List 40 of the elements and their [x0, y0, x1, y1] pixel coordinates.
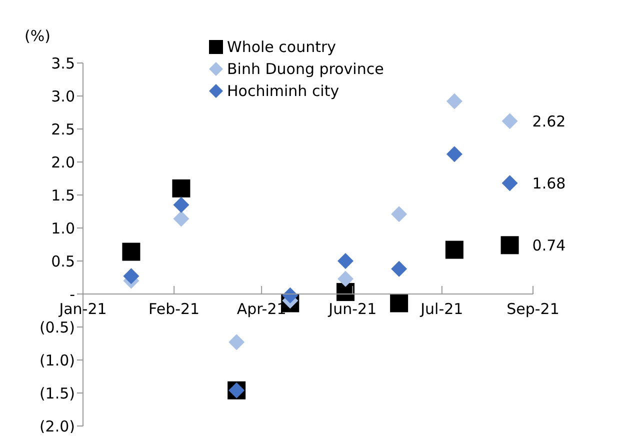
- x-tick-label: Feb-21: [148, 300, 200, 318]
- point: [338, 253, 354, 269]
- point: [500, 236, 519, 254]
- point: [122, 242, 140, 261]
- x-tick-label: Sep-21: [506, 300, 560, 318]
- y-tick-label: (1.0): [39, 351, 75, 370]
- point: [338, 270, 354, 287]
- x-tick-label: Jun-21: [328, 300, 377, 318]
- data-label: 0.74: [532, 236, 566, 254]
- legend-label: Whole country: [227, 38, 336, 56]
- point: [228, 334, 245, 350]
- y-tick-label: (2.0): [39, 417, 75, 436]
- point: [172, 179, 190, 198]
- legend-label: Binh Duong province: [227, 60, 384, 78]
- x-tick-label: Jul-21: [420, 300, 464, 318]
- data-label: 1.68: [532, 174, 566, 192]
- y-tick-label: 2.0: [51, 153, 75, 172]
- y-tick-label: 0.5: [51, 252, 75, 270]
- data-label: 2.62: [532, 112, 566, 130]
- point: [445, 240, 464, 259]
- legend-label: Hochiminh city: [227, 82, 340, 100]
- point: [502, 113, 518, 130]
- point: [173, 196, 190, 213]
- point: [391, 260, 408, 277]
- y-tick-label: 2.5: [51, 120, 75, 138]
- y-tick-label: 3.0: [51, 87, 75, 106]
- y-axis-title: (%): [24, 27, 50, 45]
- point: [336, 283, 354, 302]
- y-tick-label: (0.5): [39, 318, 75, 336]
- y-tick-label: 1.0: [51, 219, 75, 238]
- point: [123, 268, 140, 284]
- point: [502, 175, 518, 192]
- y-tick-label: 3.5: [51, 54, 75, 72]
- point: [173, 210, 190, 227]
- y-tick-label: 1.5: [51, 186, 75, 204]
- y-tick-label: (1.5): [39, 384, 75, 402]
- point: [446, 93, 462, 110]
- point: [446, 146, 462, 162]
- point: [391, 206, 408, 222]
- point: [390, 294, 408, 312]
